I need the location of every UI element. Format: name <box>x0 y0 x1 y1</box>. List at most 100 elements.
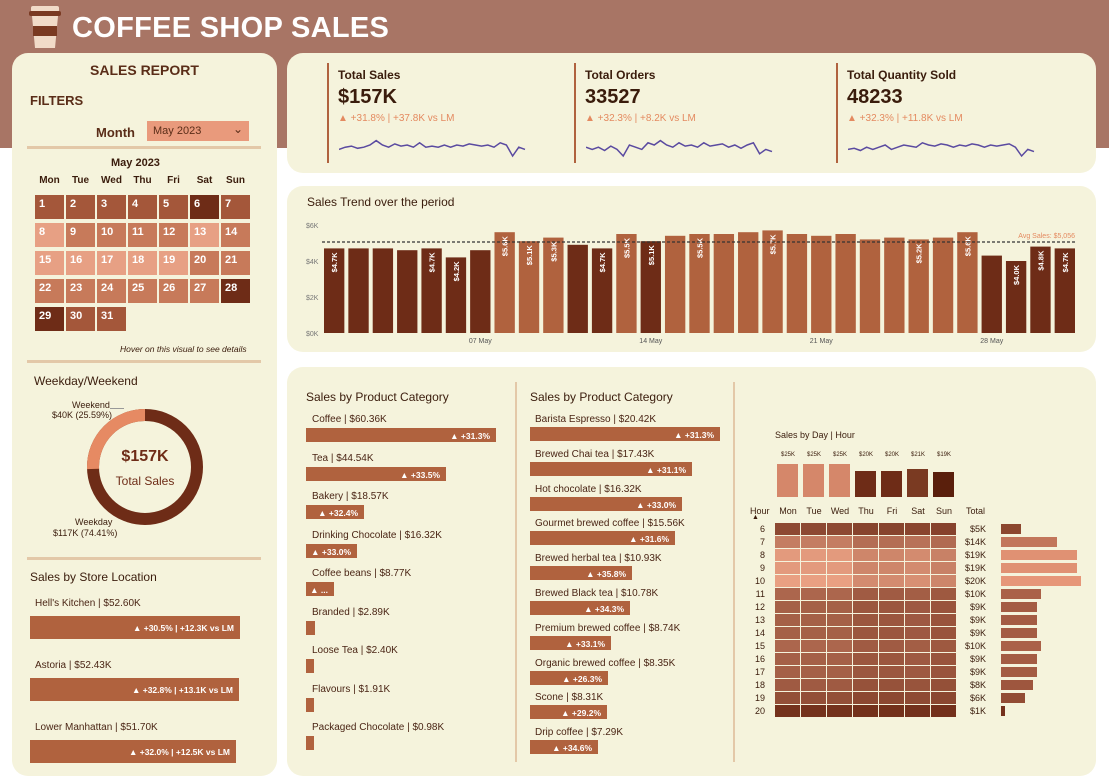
heatmap-cell[interactable] <box>905 601 930 613</box>
heatmap-cell[interactable] <box>879 549 904 561</box>
heatmap-cell[interactable] <box>827 536 852 548</box>
calendar-date-cell[interactable]: 3 <box>97 195 126 219</box>
day-total-bar[interactable] <box>855 471 876 497</box>
month-dropdown[interactable]: May 2023 ⌄ <box>147 121 249 141</box>
heatmap-cell[interactable] <box>853 640 878 652</box>
heatmap-cell[interactable] <box>853 627 878 639</box>
product-bar[interactable]: ▲ +34.3% <box>530 601 630 615</box>
calendar-date-cell[interactable]: 10 <box>97 223 126 247</box>
day-total-bar[interactable] <box>933 472 954 497</box>
store-bar[interactable]: ▲ +32.8% | +13.1K vs LM <box>30 678 239 701</box>
heatmap-cell[interactable] <box>853 692 878 704</box>
hour-total-bar[interactable] <box>1001 524 1021 534</box>
trend-bar[interactable] <box>957 232 978 333</box>
heatmap-cell[interactable] <box>853 614 878 626</box>
heatmap-cell[interactable] <box>879 562 904 574</box>
hour-total-bar[interactable] <box>1001 628 1037 638</box>
trend-bar[interactable] <box>1030 246 1051 333</box>
calendar-date-cell[interactable]: 9 <box>66 223 95 247</box>
heatmap-cell[interactable] <box>931 562 956 574</box>
trend-bar[interactable] <box>859 239 881 333</box>
calendar-date-cell[interactable]: 8 <box>35 223 64 247</box>
heatmap-cell[interactable] <box>775 627 800 639</box>
heatmap-cell[interactable] <box>801 601 826 613</box>
heatmap-cell[interactable] <box>827 627 852 639</box>
trend-bar[interactable] <box>567 244 588 333</box>
calendar-date-cell[interactable]: 2 <box>66 195 95 219</box>
heatmap-cell[interactable] <box>931 692 956 704</box>
trend-bar[interactable] <box>689 234 710 333</box>
calendar-date-cell[interactable]: 5 <box>159 195 188 219</box>
day-total-bar[interactable] <box>907 469 928 497</box>
heatmap-cell[interactable] <box>827 588 852 600</box>
heatmap-cell[interactable] <box>827 653 852 665</box>
trend-bar[interactable] <box>421 248 442 333</box>
heatmap-cell[interactable] <box>905 588 930 600</box>
calendar-date-cell[interactable]: 11 <box>128 223 157 247</box>
trend-bar[interactable] <box>786 234 808 333</box>
heatmap-cell[interactable] <box>801 627 826 639</box>
heatmap-cell[interactable] <box>853 523 878 535</box>
heatmap-cell[interactable] <box>879 601 904 613</box>
heatmap-cell[interactable] <box>905 549 930 561</box>
heatmap-cell[interactable] <box>801 588 826 600</box>
trend-bar[interactable] <box>713 234 735 333</box>
calendar-date-cell[interactable]: 22 <box>35 279 64 303</box>
calendar-date-cell[interactable]: 4 <box>128 195 157 219</box>
heatmap-cell[interactable] <box>827 692 852 704</box>
category-bar[interactable] <box>306 659 314 673</box>
store-bar[interactable]: ▲ +30.5% | +12.3K vs LM <box>30 616 240 639</box>
hour-total-bar[interactable] <box>1001 589 1041 599</box>
heatmap-cell[interactable] <box>879 523 904 535</box>
heatmap-cell[interactable] <box>905 666 930 678</box>
heatmap-cell[interactable] <box>775 640 800 652</box>
heatmap-cell[interactable] <box>905 705 930 717</box>
calendar-date-cell[interactable]: 18 <box>128 251 157 275</box>
trend-bar[interactable] <box>811 235 832 333</box>
calendar-date-cell[interactable]: 27 <box>190 279 219 303</box>
heatmap-cell[interactable] <box>801 640 826 652</box>
heatmap-cell[interactable] <box>775 523 800 535</box>
heatmap-cell[interactable] <box>905 692 930 704</box>
product-bar[interactable]: ▲ +33.0% <box>530 496 682 511</box>
heatmap-cell[interactable] <box>879 536 904 548</box>
trend-bar[interactable] <box>372 248 394 333</box>
heatmap-cell[interactable] <box>905 614 930 626</box>
heatmap-cell[interactable] <box>827 666 852 678</box>
heatmap-cell[interactable] <box>905 653 930 665</box>
heatmap-cell[interactable] <box>853 653 878 665</box>
calendar-date-cell[interactable]: 12 <box>159 223 188 247</box>
calendar-date-cell[interactable]: 17 <box>97 251 126 275</box>
trend-bar[interactable] <box>835 234 856 333</box>
heatmap-cell[interactable] <box>775 666 800 678</box>
heatmap-cell[interactable] <box>931 588 956 600</box>
heatmap-cell[interactable] <box>827 549 852 561</box>
calendar-date-cell[interactable]: 25 <box>128 279 157 303</box>
calendar-date-cell[interactable]: 29 <box>35 307 64 331</box>
day-total-bar[interactable] <box>829 464 850 497</box>
category-bar[interactable]: ▲ +31.3% <box>306 428 496 442</box>
heatmap-cell[interactable] <box>931 640 956 652</box>
product-bar[interactable]: ▲ +33.1% <box>530 635 611 650</box>
heatmap-cell[interactable] <box>879 627 904 639</box>
trend-bar[interactable] <box>348 248 369 333</box>
category-bar[interactable]: ▲ +33.5% <box>306 466 446 481</box>
hour-total-bar[interactable] <box>1001 602 1037 612</box>
calendar-date-cell[interactable]: 7 <box>221 195 250 219</box>
heatmap-cell[interactable] <box>775 549 800 561</box>
heatmap-cell[interactable] <box>879 588 904 600</box>
calendar-date-cell[interactable]: 24 <box>97 279 126 303</box>
trend-bar[interactable] <box>543 237 564 333</box>
heatmap-cell[interactable] <box>931 575 956 587</box>
calendar-date-cell[interactable]: 19 <box>159 251 188 275</box>
day-total-bar[interactable] <box>777 464 798 497</box>
trend-bar[interactable] <box>397 250 418 333</box>
hour-total-bar[interactable] <box>1001 615 1037 625</box>
product-bar[interactable]: ▲ +31.6% <box>530 531 675 546</box>
heatmap-cell[interactable] <box>853 666 878 678</box>
heatmap-cell[interactable] <box>775 536 800 548</box>
heatmap-cell[interactable] <box>879 705 904 717</box>
hour-total-bar[interactable] <box>1001 576 1081 586</box>
heatmap-cell[interactable] <box>801 653 826 665</box>
category-bar[interactable] <box>306 620 315 635</box>
